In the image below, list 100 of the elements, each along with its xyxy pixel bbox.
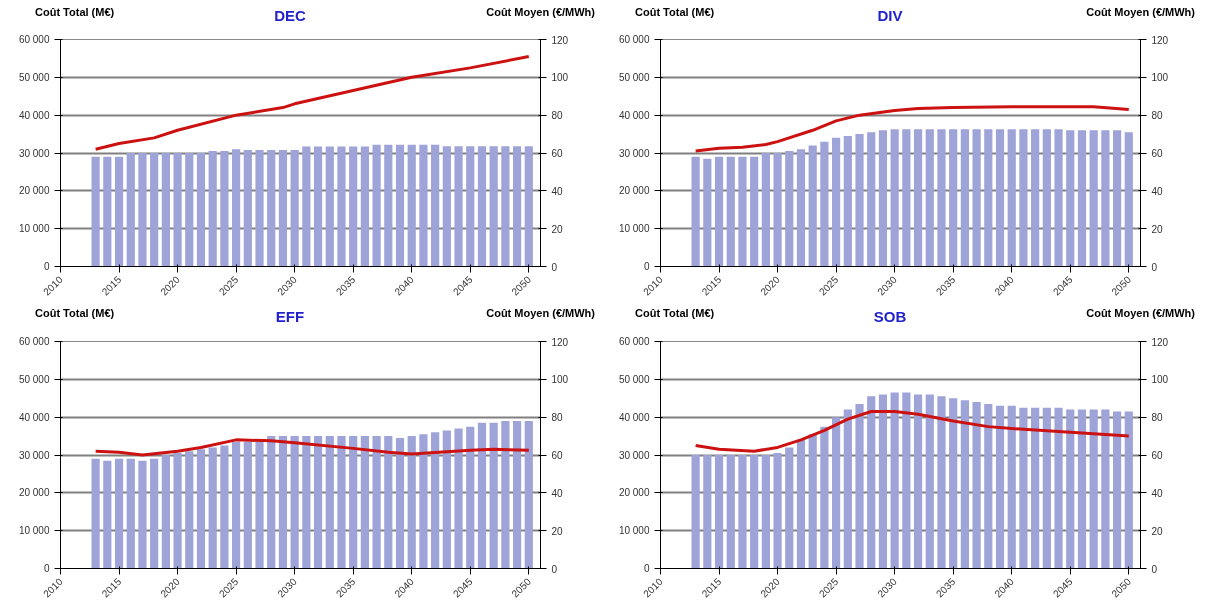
y2-tick-label: 20: [551, 525, 564, 537]
y-tick-label: 30 000: [618, 449, 650, 461]
bar: [126, 458, 135, 569]
bar: [325, 146, 334, 267]
y2-tick-label: 0: [551, 261, 558, 273]
y2-axis-title: Coût Moyen (€/MWh): [486, 306, 595, 322]
bar: [808, 145, 817, 267]
chart-title: SOB: [873, 307, 907, 328]
bar: [185, 451, 194, 569]
bar: [524, 420, 533, 569]
bar: [855, 134, 864, 267]
y2-tick-label: 40: [1151, 487, 1164, 499]
y-axis-title: Coût Total (M€): [35, 306, 115, 322]
y2-tick-label: 100: [1151, 72, 1169, 84]
y-tick-label: 0: [43, 261, 50, 273]
bar: [103, 460, 112, 569]
y2-tick-label: 20: [1151, 525, 1164, 537]
bar: [232, 441, 241, 569]
line-series: [94, 55, 531, 152]
bar: [925, 394, 934, 569]
bar: [395, 145, 405, 267]
bar: [255, 150, 264, 267]
bar: [185, 153, 194, 267]
bar: [1112, 411, 1122, 569]
y-tick-label: 50 000: [18, 72, 50, 84]
bar: [890, 129, 899, 267]
bar: [325, 435, 334, 569]
bar: [173, 452, 182, 569]
chart-title: DEC: [274, 6, 306, 26]
bar: [161, 454, 170, 569]
bar: [785, 447, 794, 569]
bar: [454, 146, 463, 267]
y-tick-label: 10 000: [18, 223, 50, 235]
bar: [1112, 130, 1122, 267]
y-tick-label: 10 000: [618, 223, 650, 235]
bar: [372, 145, 381, 267]
y-tick-label: 40 000: [18, 411, 50, 423]
bar: [431, 145, 440, 267]
y-axis-title: Coût Total (M€): [635, 5, 715, 20]
bar: [442, 146, 451, 267]
bar: [302, 435, 311, 569]
bar: [750, 157, 759, 267]
bar: [290, 150, 299, 267]
bar: [949, 129, 958, 267]
bar: [196, 449, 206, 569]
bar: [290, 435, 299, 569]
bar: [960, 129, 969, 267]
bar: [832, 417, 841, 569]
bar: [1031, 129, 1040, 267]
y2-tick-label: 60: [551, 148, 564, 160]
y2-tick-label: 100: [551, 374, 569, 386]
bar: [302, 146, 311, 267]
bar: [161, 153, 170, 267]
bar: [349, 146, 358, 267]
bar: [489, 146, 498, 267]
bar: [1031, 407, 1040, 569]
y-tick-label: 10 000: [618, 525, 650, 537]
bar: [1066, 409, 1075, 569]
bar: [890, 392, 899, 569]
bar: [150, 153, 159, 267]
y-tick-label: 0: [643, 261, 650, 273]
y2-tick-label: 40: [1151, 186, 1164, 198]
y2-tick-label: 0: [1151, 563, 1158, 575]
bar: [1019, 407, 1028, 569]
bar: [1124, 132, 1133, 267]
line-series: [694, 409, 1131, 453]
bar: [431, 432, 440, 569]
bar: [867, 132, 876, 267]
bar: [726, 157, 735, 267]
bar: [726, 454, 735, 569]
bar: [1054, 407, 1063, 569]
bar: [972, 401, 981, 569]
bar: [1124, 411, 1133, 569]
bar: [103, 157, 112, 267]
bar: [278, 435, 288, 569]
bar: [773, 153, 782, 267]
bar: [843, 409, 852, 569]
bar: [913, 394, 923, 569]
y2-tick-label: 120: [551, 34, 569, 46]
y-tick-label: 40 000: [618, 411, 650, 423]
bar: [808, 434, 817, 569]
bar: [949, 398, 958, 569]
y2-tick-label: 80: [551, 412, 564, 424]
bar: [761, 454, 770, 569]
y2-tick-label: 40: [551, 487, 564, 499]
y-tick-label: 30 000: [618, 147, 650, 159]
bar: [703, 159, 712, 267]
bar: [384, 435, 393, 569]
y2-tick-label: 80: [1151, 110, 1164, 122]
y2-tick-label: 60: [1151, 148, 1164, 160]
bar: [360, 435, 369, 569]
bar: [855, 403, 864, 569]
bar: [1042, 129, 1051, 267]
y-tick-label: 30 000: [18, 147, 50, 159]
bar: [1101, 409, 1110, 569]
bar: [984, 129, 993, 267]
bar: [714, 157, 724, 267]
y-tick-label: 20 000: [618, 185, 650, 197]
y-tick-label: 20 000: [18, 487, 50, 499]
y-axis-title: Coût Total (M€): [635, 306, 715, 322]
